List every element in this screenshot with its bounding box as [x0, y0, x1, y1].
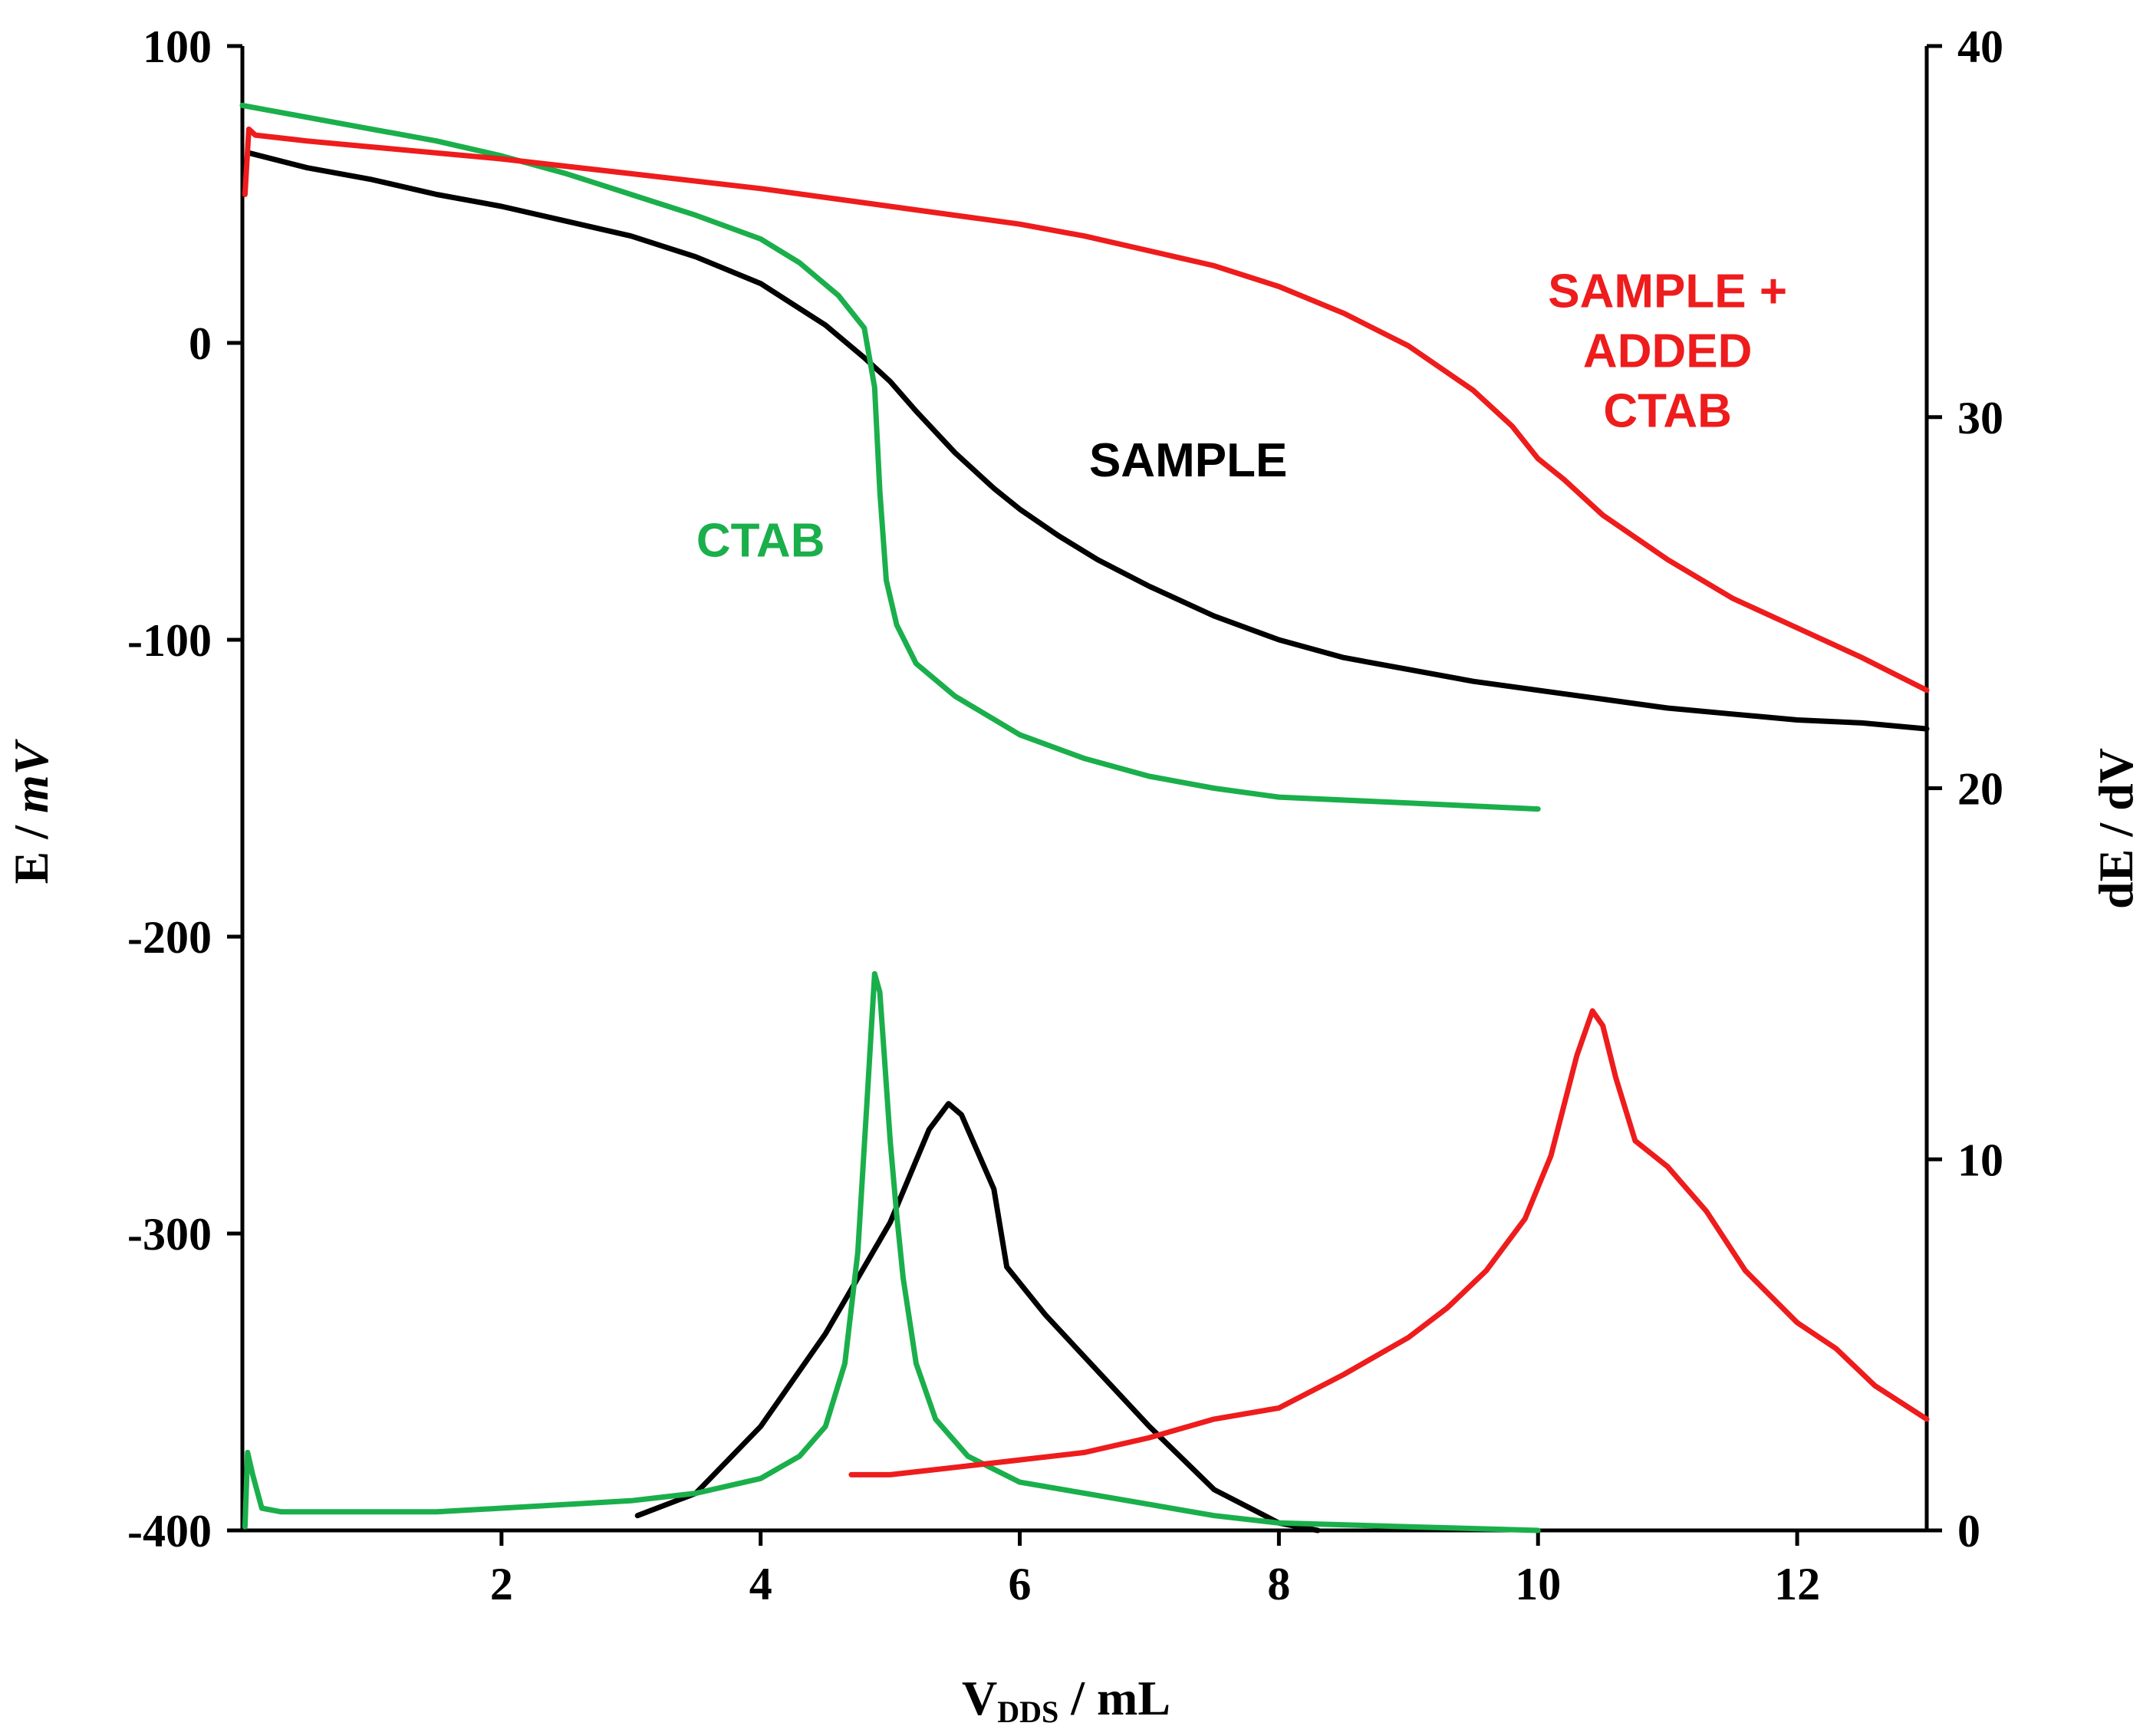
y-right-tick-label: 20	[1957, 764, 2003, 815]
y-right-tick-label: 10	[1957, 1135, 2003, 1185]
series-line-sample-added-E	[242, 126, 1930, 693]
y-left-tick-label: 100	[143, 21, 212, 72]
y-left-tick-label: -400	[127, 1506, 212, 1556]
x-tick-label: 12	[1774, 1559, 1820, 1609]
y-axis-left-title: E / mV	[4, 738, 58, 884]
y-right-tick-label: 40	[1957, 21, 2003, 72]
annotation-sample-added: ADDED	[1583, 325, 1752, 378]
annotation-ctab: CTAB	[696, 515, 825, 568]
x-tick-label: 8	[1267, 1559, 1290, 1609]
annotation-sample: SAMPLE	[1089, 434, 1287, 487]
series-line-sample-E	[245, 150, 1930, 732]
series-layer	[239, 102, 1930, 1533]
x-tick-label: 10	[1515, 1559, 1561, 1609]
annotation-sample-added: SAMPLE +	[1548, 265, 1787, 318]
x-tick-label: 2	[490, 1559, 513, 1609]
x-axis-title: VDDS / mL	[962, 1671, 1170, 1729]
annotation-sample-added: CTAB	[1603, 385, 1732, 438]
y-left-tick-label: 0	[189, 318, 212, 369]
y-right-tick-label: 30	[1957, 393, 2003, 443]
y-left-tick-label: -100	[127, 615, 212, 666]
series-line-ctab-E	[239, 102, 1541, 812]
x-tick-label: 6	[1009, 1559, 1032, 1609]
x-tick-label: 4	[749, 1559, 772, 1609]
series-line-ctab-dEdV	[242, 970, 1541, 1533]
axes	[227, 44, 1942, 1546]
y-axis-right-title: dE / dV	[2089, 748, 2143, 909]
annotations: CTAB SAMPLE SAMPLE + ADDED CTAB	[696, 265, 1787, 568]
series-line-sample-added-dEdV	[848, 1008, 1930, 1477]
y-left-tick-label: -200	[127, 912, 212, 963]
y-right-tick-label: 0	[1957, 1506, 1980, 1556]
series-line-sample-dEdV	[634, 1101, 1321, 1533]
y-left-tick-label: -300	[127, 1209, 212, 1260]
